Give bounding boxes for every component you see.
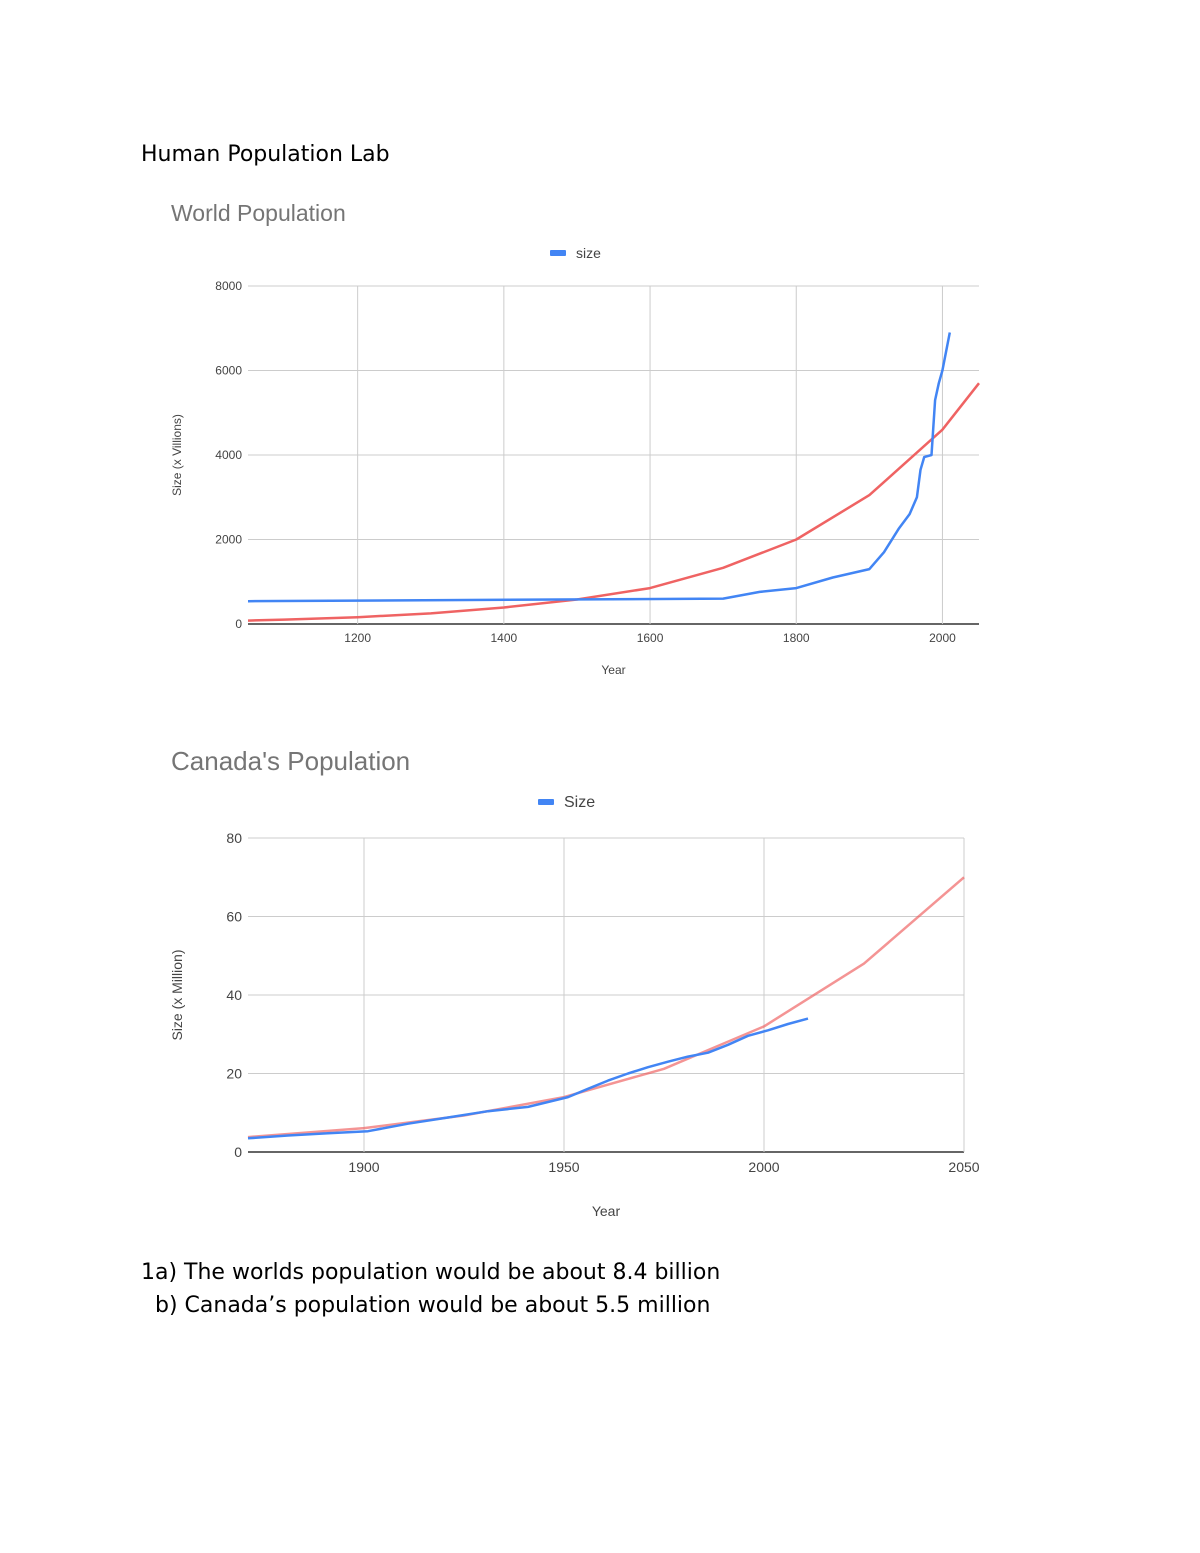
canada-population-chart: Size 0 20 40 60 80 1900 1950 2000 2050 Year Size (x…: [169, 794, 980, 1219]
trendline: [247, 876, 965, 1139]
x-tick-label: 2050: [948, 1159, 979, 1175]
x-tick-label: 2000: [748, 1159, 779, 1175]
y-tick-label: 6000: [215, 364, 242, 378]
x-tick-label: 1900: [348, 1159, 379, 1175]
y-tick-label: 8000: [215, 279, 242, 293]
x-axis-title: Year: [592, 1203, 621, 1219]
x-tick-label: 2000: [929, 631, 956, 645]
y-tick-label: 2000: [215, 533, 242, 547]
x-tick-label: 1600: [637, 631, 664, 645]
x-tick-label: 1800: [783, 631, 810, 645]
document-title: Human Population Lab: [141, 142, 390, 167]
world-chart-title: World Population: [171, 200, 346, 226]
y-tick-label: 60: [226, 908, 242, 924]
y-axis-title: Size (x Villions): [170, 414, 184, 496]
legend-label: size: [576, 245, 601, 261]
y-tick-label: 20: [226, 1065, 242, 1081]
answers-section: 1a) The worlds population would be about…: [141, 1256, 720, 1322]
x-tick-label: 1950: [548, 1159, 579, 1175]
trendline: [247, 382, 980, 622]
series-line-size: [247, 332, 952, 603]
x-tick-label: 1400: [490, 631, 517, 645]
y-tick-label: 4000: [215, 448, 242, 462]
y-axis-title: Size (x Million): [169, 949, 185, 1040]
series-line-size: [247, 1017, 809, 1140]
x-axis-title: Year: [601, 663, 625, 677]
legend-label: Size: [564, 794, 595, 811]
x-tick-label: 1200: [344, 631, 371, 645]
world-population-chart: size 0 2000 4000 6000 8000 1200 1400 1600 1800 200…: [170, 245, 980, 677]
y-tick-label: 0: [234, 1144, 242, 1160]
answer-1a: 1a) The worlds population would be about…: [141, 1260, 721, 1285]
y-tick-label: 0: [235, 617, 242, 631]
y-tick-label: 80: [226, 830, 242, 846]
y-tick-label: 40: [226, 987, 242, 1003]
legend-swatch: [538, 799, 554, 805]
legend-swatch: [550, 250, 566, 256]
answer-1b: b) Canada’s population would be about 5.…: [141, 1293, 711, 1318]
canada-chart-title: Canada's Population: [171, 746, 411, 776]
